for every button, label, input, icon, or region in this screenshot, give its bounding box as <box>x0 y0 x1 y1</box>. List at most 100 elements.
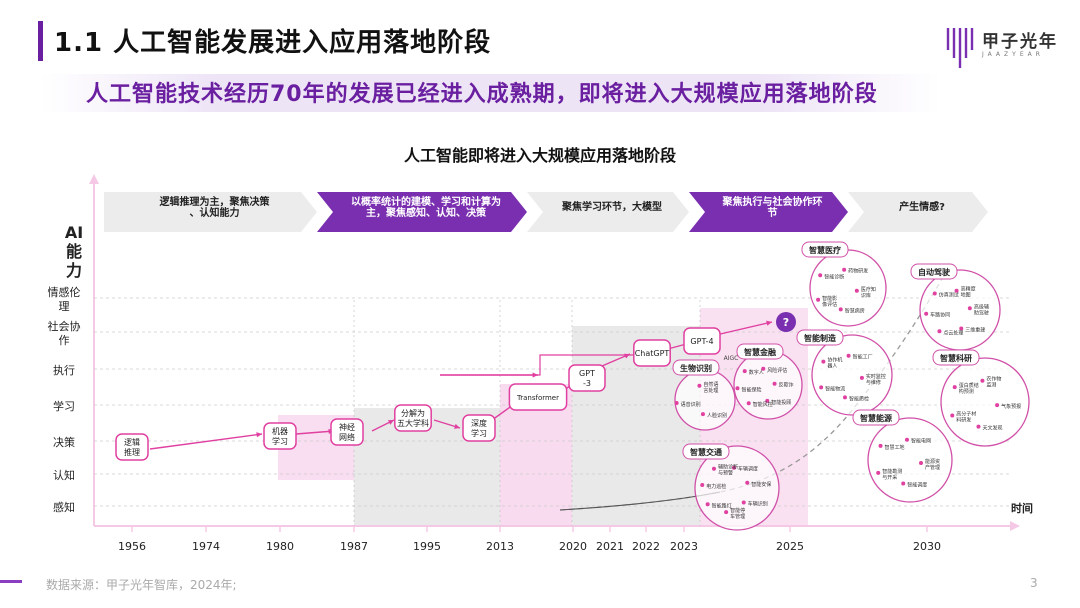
phase-label: 聚焦执行与社会协作环 <box>722 195 823 208</box>
cluster-item-label: 人脸识别 <box>707 412 727 419</box>
cluster-title: 智慧交通 <box>690 447 722 457</box>
cluster-title: 生物识别 <box>680 363 712 373</box>
cluster-title: 智慧科研 <box>940 353 972 363</box>
cluster-title: 智能制造 <box>804 333 836 343</box>
x-tick-label: 2021 <box>596 540 624 553</box>
y-tick-label: 决策 <box>53 435 75 449</box>
page-number: 3 <box>1030 576 1038 590</box>
cluster-item-label: 蛋白质结 <box>959 382 979 389</box>
milestone-box <box>263 422 297 450</box>
cluster-item-label: 助驾驶 <box>974 309 989 316</box>
cluster-item-label: 地图 <box>961 292 971 299</box>
milestone-label: Transformer <box>516 394 559 402</box>
phase-label: 主，聚焦感知、认知、决策 <box>366 206 487 219</box>
cluster-circle <box>694 445 780 531</box>
milestone-box <box>394 404 432 432</box>
cluster-item-dot <box>854 288 859 293</box>
cluster-item-dot <box>901 481 906 486</box>
cluster-item-label: 三维重建 <box>965 327 985 334</box>
cluster-item-label: 智能影 <box>822 295 837 302</box>
cluster-item-dot <box>741 500 746 505</box>
milestone-box <box>115 433 149 461</box>
x-tick-label: 2030 <box>913 540 941 553</box>
cluster-title-box <box>852 409 900 426</box>
cluster-item-label: 智能投顾 <box>771 399 791 406</box>
x-tick-label: 2013 <box>486 540 514 553</box>
page-title: 1.1 人工智能发展进入应用落地阶段 <box>54 28 492 58</box>
footer-accent <box>0 580 22 583</box>
cluster-item-label: 智能安保 <box>751 481 771 488</box>
cluster-item-label: 协作机 <box>827 357 842 364</box>
y-tick-label: 学习 <box>53 399 75 413</box>
cluster-item-label: 反欺诈 <box>779 382 794 389</box>
milestone-label: 深度 <box>471 418 487 428</box>
phase-label: 、认知能力 <box>190 206 240 219</box>
cluster-circle <box>674 369 736 431</box>
x-tick-label: 2023 <box>670 540 698 553</box>
cluster-item-label: 电力巡检 <box>706 483 726 490</box>
title-accent-bar <box>38 21 43 61</box>
cluster-item-label: 智能停 <box>730 507 745 514</box>
cluster-item-dot <box>846 353 851 358</box>
cluster-circle <box>940 357 1030 447</box>
cluster-item-label: 辅助诊断 <box>718 464 738 471</box>
milestone-label: 逻辑 <box>124 437 140 447</box>
cluster-item-label: 与维修 <box>866 379 881 386</box>
milestone-label: 神经 <box>339 422 355 432</box>
milestone-label: 学习 <box>471 428 487 438</box>
phase-label: 产生情感? <box>899 200 945 213</box>
cluster-title-box <box>801 241 849 258</box>
milestone-arrowhead <box>454 423 460 429</box>
cluster-item-dot <box>952 385 957 390</box>
cluster-item-label: 智能风控 <box>753 401 773 408</box>
milestone-label: GPT-4 <box>690 337 713 346</box>
milestone-label: GPT <box>579 369 595 378</box>
y-tick-label: 作 <box>59 334 70 347</box>
cluster-item-dot <box>761 366 766 371</box>
x-tick-label: 1974 <box>192 540 220 553</box>
cluster-item-label: 监测 <box>986 382 996 389</box>
cluster-item-dot <box>735 386 740 391</box>
cluster-item-dot <box>705 502 710 507</box>
x-tick-label: 2020 <box>559 540 587 553</box>
cluster-title-box <box>682 443 730 460</box>
phase-arrow <box>848 192 988 232</box>
y-axis-title: 能 <box>66 242 82 261</box>
y-axis-title: AI <box>65 223 83 242</box>
phase-label: 节 <box>768 206 778 219</box>
cluster-item-label: 智能诊断 <box>824 273 844 280</box>
cluster-item-label: 高分子材 <box>956 410 976 417</box>
cluster-item-label: 智慧病房 <box>845 307 865 314</box>
cluster-title-box <box>932 349 980 366</box>
cluster-item-dot <box>878 443 883 448</box>
cluster-item-label: 自然语 <box>703 381 718 388</box>
logo-name: 甲子光年 <box>982 32 1058 52</box>
cluster-title: 自动驾驶 <box>918 267 951 277</box>
cluster-title: 智慧医疗 <box>809 245 841 255</box>
milestone-label: 五大学科 <box>397 418 429 428</box>
cluster-item-dot <box>976 424 981 429</box>
x-axis-title: 时间 <box>1011 501 1033 515</box>
cluster-item-label: 言处理 <box>703 387 718 394</box>
milestone-marker <box>776 312 796 332</box>
milestone-box <box>508 383 568 411</box>
milestone-box <box>683 327 721 355</box>
cluster-item-dot <box>954 288 959 293</box>
y-tick-label: 社会协 <box>48 319 81 333</box>
phase-label: 逻辑推理为主，聚焦决策 <box>160 195 271 208</box>
milestone-arrowhead <box>766 320 772 326</box>
cluster-item-dot <box>842 395 847 400</box>
milestone-arrow <box>295 430 335 435</box>
milestone-label: 分解为 <box>401 408 425 418</box>
milestone-arrowhead <box>388 420 394 425</box>
cluster-item-label: 医疗知 <box>861 286 876 293</box>
cluster-item-label: 车辆调度 <box>738 466 758 473</box>
cluster-item-dot <box>746 401 751 406</box>
cluster-item-dot <box>904 437 909 442</box>
cluster-item-label: 智能路灯 <box>712 502 732 509</box>
cluster-item-label: 实时监控 <box>866 373 886 380</box>
cluster-item-dot <box>959 326 964 331</box>
milestone-box <box>568 364 606 392</box>
phase-label: 聚焦学习环节，大模型 <box>561 200 662 213</box>
cluster-title: 智慧金融 <box>744 347 776 357</box>
